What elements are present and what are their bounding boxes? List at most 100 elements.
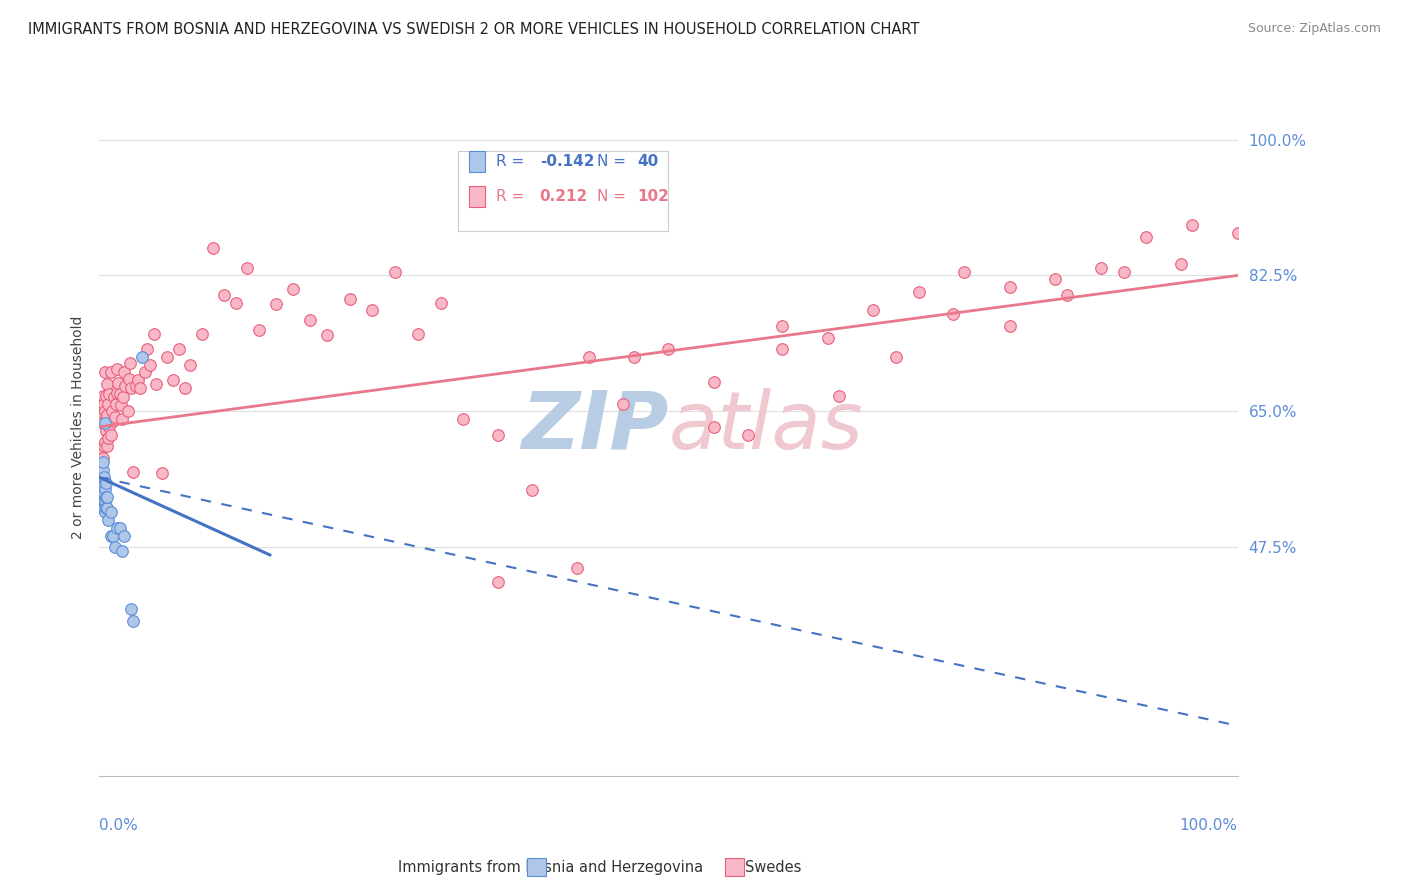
Point xyxy=(623,350,645,364)
Point xyxy=(93,396,115,410)
Point xyxy=(91,416,114,430)
Text: atlas: atlas xyxy=(668,388,863,466)
Point xyxy=(91,450,114,465)
Point xyxy=(94,493,117,508)
Point xyxy=(770,318,793,333)
Point xyxy=(118,372,141,386)
Point xyxy=(94,404,117,418)
Point xyxy=(264,297,287,311)
Point xyxy=(112,390,135,404)
Point xyxy=(429,295,451,310)
Point xyxy=(93,485,115,500)
Point xyxy=(100,366,122,380)
Point xyxy=(737,427,759,442)
Point xyxy=(94,482,117,496)
Point xyxy=(942,307,965,321)
Point xyxy=(97,396,120,410)
Point xyxy=(94,424,117,438)
Point xyxy=(1045,272,1067,286)
Point xyxy=(90,485,112,500)
Point xyxy=(111,544,134,558)
Point xyxy=(90,462,112,476)
Point xyxy=(94,389,117,403)
Point xyxy=(124,379,146,393)
Point xyxy=(907,285,929,300)
Point xyxy=(156,350,179,364)
Point xyxy=(91,389,114,403)
Point xyxy=(225,295,247,310)
Point xyxy=(486,575,509,590)
Point xyxy=(1170,257,1192,271)
Point xyxy=(90,470,112,484)
Point xyxy=(298,312,321,326)
Point xyxy=(105,396,128,410)
Point xyxy=(145,377,167,392)
Text: 100.0%: 100.0% xyxy=(1180,818,1237,833)
Point xyxy=(703,375,725,389)
Point xyxy=(91,490,114,504)
Point xyxy=(953,264,976,278)
Point xyxy=(108,387,131,401)
Point xyxy=(94,366,117,380)
Point xyxy=(122,614,145,628)
Point xyxy=(94,416,117,430)
Point xyxy=(129,381,152,395)
Point xyxy=(91,455,114,469)
Point xyxy=(101,414,124,428)
Point xyxy=(578,350,600,364)
Point xyxy=(89,450,111,465)
Point xyxy=(100,427,122,442)
Text: -0.142: -0.142 xyxy=(540,153,595,169)
Bar xyxy=(470,186,485,207)
Point xyxy=(167,342,190,356)
Point xyxy=(179,358,201,372)
Point xyxy=(89,485,111,500)
Text: 40: 40 xyxy=(637,153,659,169)
Point xyxy=(1181,218,1204,232)
Point xyxy=(96,377,118,392)
Point xyxy=(94,490,117,504)
Point xyxy=(89,478,111,492)
Point xyxy=(105,386,128,401)
Point xyxy=(112,366,135,380)
Point xyxy=(117,404,139,418)
Point xyxy=(150,467,173,481)
Point xyxy=(453,412,475,426)
Point xyxy=(828,389,851,403)
Point xyxy=(134,366,156,380)
Point xyxy=(94,501,117,516)
Text: Immigrants from Bosnia and Herzegovina: Immigrants from Bosnia and Herzegovina xyxy=(398,860,703,874)
Point xyxy=(100,404,122,418)
Point xyxy=(91,462,114,476)
Point xyxy=(339,292,361,306)
Point xyxy=(998,318,1021,333)
Point xyxy=(817,331,839,345)
Point xyxy=(112,528,135,542)
Point xyxy=(214,288,236,302)
Point xyxy=(101,528,124,542)
Point xyxy=(91,478,114,492)
Point xyxy=(100,505,122,519)
Point xyxy=(96,408,118,422)
Point xyxy=(93,439,115,453)
Point xyxy=(384,264,406,278)
Y-axis label: 2 or more Vehicles in Household: 2 or more Vehicles in Household xyxy=(72,315,86,539)
Point xyxy=(1056,288,1078,302)
Point xyxy=(91,470,114,484)
Point xyxy=(1112,264,1135,278)
Point xyxy=(127,373,149,387)
Text: Source: ZipAtlas.com: Source: ZipAtlas.com xyxy=(1247,22,1381,36)
Point xyxy=(657,342,679,356)
Point xyxy=(89,404,111,418)
Point xyxy=(120,381,142,395)
Point xyxy=(94,505,117,519)
Point xyxy=(1135,229,1157,244)
Point xyxy=(120,602,142,616)
Bar xyxy=(470,151,485,172)
Point xyxy=(1226,226,1249,240)
Text: IMMIGRANTS FROM BOSNIA AND HERZEGOVINA VS SWEDISH 2 OR MORE VEHICLES IN HOUSEHOL: IMMIGRANTS FROM BOSNIA AND HERZEGOVINA V… xyxy=(28,22,920,37)
Point xyxy=(103,390,125,404)
Point xyxy=(173,381,195,395)
Point xyxy=(486,427,509,442)
Point xyxy=(96,439,118,453)
